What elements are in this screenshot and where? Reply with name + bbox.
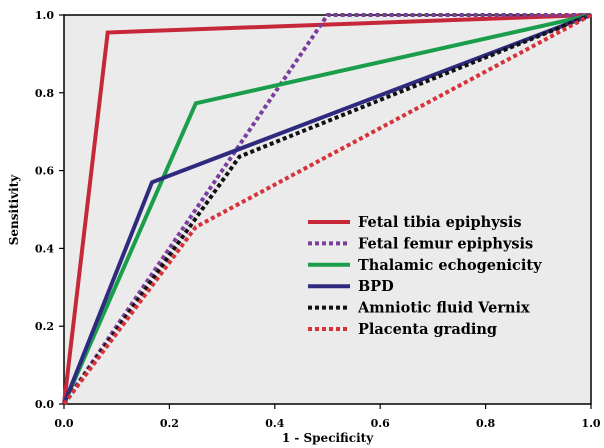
y-tick-label: 0.8 bbox=[35, 87, 54, 100]
legend-item: Amniotic fluid Vernix bbox=[308, 300, 530, 317]
y-tick-label: 0.4 bbox=[35, 242, 54, 255]
series-line-fetal-tibia-epiphysis bbox=[62, 13, 592, 405]
series-lines bbox=[62, 13, 592, 406]
legend-item: Fetal femur epiphysis bbox=[308, 235, 533, 252]
y-tick-label: 0.2 bbox=[35, 320, 54, 333]
x-axis-label: 1 - Specificity bbox=[282, 431, 374, 445]
series-line-fetal-femur-epiphysis bbox=[62, 13, 591, 406]
legend: Fetal tibia epiphysis Fetal femur epiphys… bbox=[308, 214, 542, 338]
y-tick-label: 0.0 bbox=[35, 398, 54, 411]
y-tick-label: 0.6 bbox=[35, 165, 54, 178]
legend-label: Placenta grading bbox=[358, 321, 497, 338]
x-tick-label: 0.4 bbox=[265, 417, 284, 430]
axis-ticks: 0.0 0.2 0.4 0.6 0.8 1.0 0.0 0.2 0.4 0.6 0.8 1.0 bbox=[35, 9, 601, 430]
x-tick-label: 0.8 bbox=[476, 417, 495, 430]
legend-item: BPD bbox=[308, 278, 394, 295]
x-tick-label: 0.0 bbox=[54, 417, 73, 430]
legend-label: Fetal femur epiphysis bbox=[358, 235, 533, 252]
legend-label: Thalamic echogenicity bbox=[358, 257, 542, 274]
series-line-amniotic-fluid-vernix bbox=[62, 13, 592, 406]
x-tick-label: 0.6 bbox=[371, 417, 390, 430]
x-tick-label: 1.0 bbox=[581, 417, 600, 430]
series-line-thalamic-echogenicity bbox=[62, 13, 592, 405]
y-axis-label: Sensitivity bbox=[7, 174, 21, 246]
legend-label: BPD bbox=[358, 278, 394, 295]
legend-label: Fetal tibia epiphysis bbox=[358, 214, 522, 231]
series-line-bpd bbox=[62, 13, 592, 405]
legend-item: Thalamic echogenicity bbox=[308, 257, 542, 274]
x-tick-label: 0.2 bbox=[160, 417, 179, 430]
legend-label: Amniotic fluid Vernix bbox=[357, 300, 530, 317]
legend-item: Fetal tibia epiphysis bbox=[308, 214, 522, 231]
plot-background bbox=[64, 15, 591, 404]
y-tick-label: 1.0 bbox=[35, 9, 54, 22]
series-line-placenta-grading bbox=[62, 13, 592, 406]
legend-item: Placenta grading bbox=[308, 321, 497, 338]
